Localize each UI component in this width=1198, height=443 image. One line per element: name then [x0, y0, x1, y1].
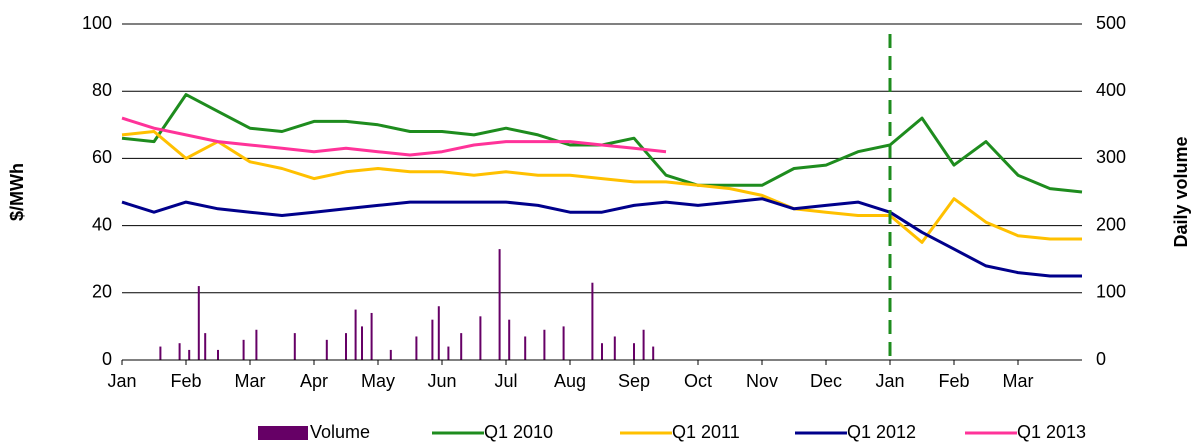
volume-bar: [325, 339, 328, 360]
volume-bar: [479, 316, 482, 360]
volume-bar: [415, 336, 418, 360]
volume-bar: [361, 326, 363, 360]
volume-bar: [642, 329, 645, 360]
volume-bar: [437, 306, 440, 360]
y-tick-label: 0: [102, 349, 112, 369]
legend-label: Q1 2011: [672, 422, 740, 442]
volume-bar: [431, 319, 434, 360]
x-tick-label: Jul: [494, 371, 517, 391]
volume-bar: [508, 319, 511, 360]
x-tick-label: Apr: [300, 371, 328, 391]
y-axis-title: $/MWh: [7, 163, 27, 221]
y-tick-label: 20: [92, 282, 112, 302]
series-line: [121, 197, 1082, 278]
y2-axis-title: Daily volume: [1171, 136, 1191, 247]
volume-bar: [633, 343, 635, 360]
x-tick-label: Dec: [810, 371, 842, 391]
y2-tick-label: 100: [1096, 282, 1126, 302]
volume-bar: [255, 329, 258, 360]
legend-label: Q1 2013: [1017, 422, 1086, 442]
y2-tick-label: 200: [1096, 214, 1126, 234]
volume-bar: [217, 349, 219, 360]
x-tick-label: Jan: [107, 371, 136, 391]
volume-bar: [242, 339, 245, 360]
volume-bar: [204, 333, 207, 360]
series-line: [121, 116, 667, 157]
x-tick-label: Jan: [875, 371, 904, 391]
volume-bar: [591, 282, 594, 360]
volume-bar: [498, 249, 501, 360]
x-tick-label: Oct: [684, 371, 712, 391]
volume-bar: [354, 309, 357, 360]
volume-bar: [293, 333, 296, 360]
y2-tick-label: 400: [1096, 80, 1126, 100]
volume-bar: [178, 343, 181, 360]
y-tick-label: 40: [92, 214, 112, 234]
volume-bar: [447, 346, 450, 360]
x-tick-label: Jun: [427, 371, 456, 391]
y-tick-label: 60: [92, 147, 112, 167]
legend-label: Volume: [310, 422, 370, 442]
y2-tick-label: 500: [1096, 13, 1126, 33]
volume-bar: [345, 333, 347, 360]
volume-bar: [652, 346, 655, 360]
x-tick-label: Feb: [938, 371, 969, 391]
volume-bar: [562, 326, 565, 360]
volume-bar: [370, 312, 373, 360]
legend-swatch: [258, 426, 308, 440]
legend-label: Q1 2012: [847, 422, 916, 442]
y2-tick-label: 300: [1096, 147, 1126, 167]
x-tick-label: May: [361, 371, 395, 391]
volume-bar: [159, 346, 162, 360]
x-tick-label: Feb: [170, 371, 201, 391]
x-tick-label: Sep: [618, 371, 650, 391]
volume-bar: [613, 336, 616, 360]
volume-bar: [543, 329, 546, 360]
x-tick-label: Mar: [235, 371, 266, 391]
series-line: [121, 130, 1082, 244]
volume-bar: [460, 333, 463, 360]
y2-tick-label: 0: [1096, 349, 1106, 369]
x-tick-label: Aug: [554, 371, 586, 391]
x-tick-label: Mar: [1003, 371, 1034, 391]
volume-bar: [389, 349, 392, 360]
volume-bar: [601, 343, 603, 360]
volume-bar: [197, 286, 200, 360]
volume-bar: [188, 349, 191, 360]
volume-bar: [524, 336, 527, 360]
y-tick-label: 100: [82, 13, 112, 33]
x-tick-label: Nov: [746, 371, 778, 391]
legend-label: Q1 2010: [484, 422, 553, 442]
y-tick-label: 80: [92, 80, 112, 100]
